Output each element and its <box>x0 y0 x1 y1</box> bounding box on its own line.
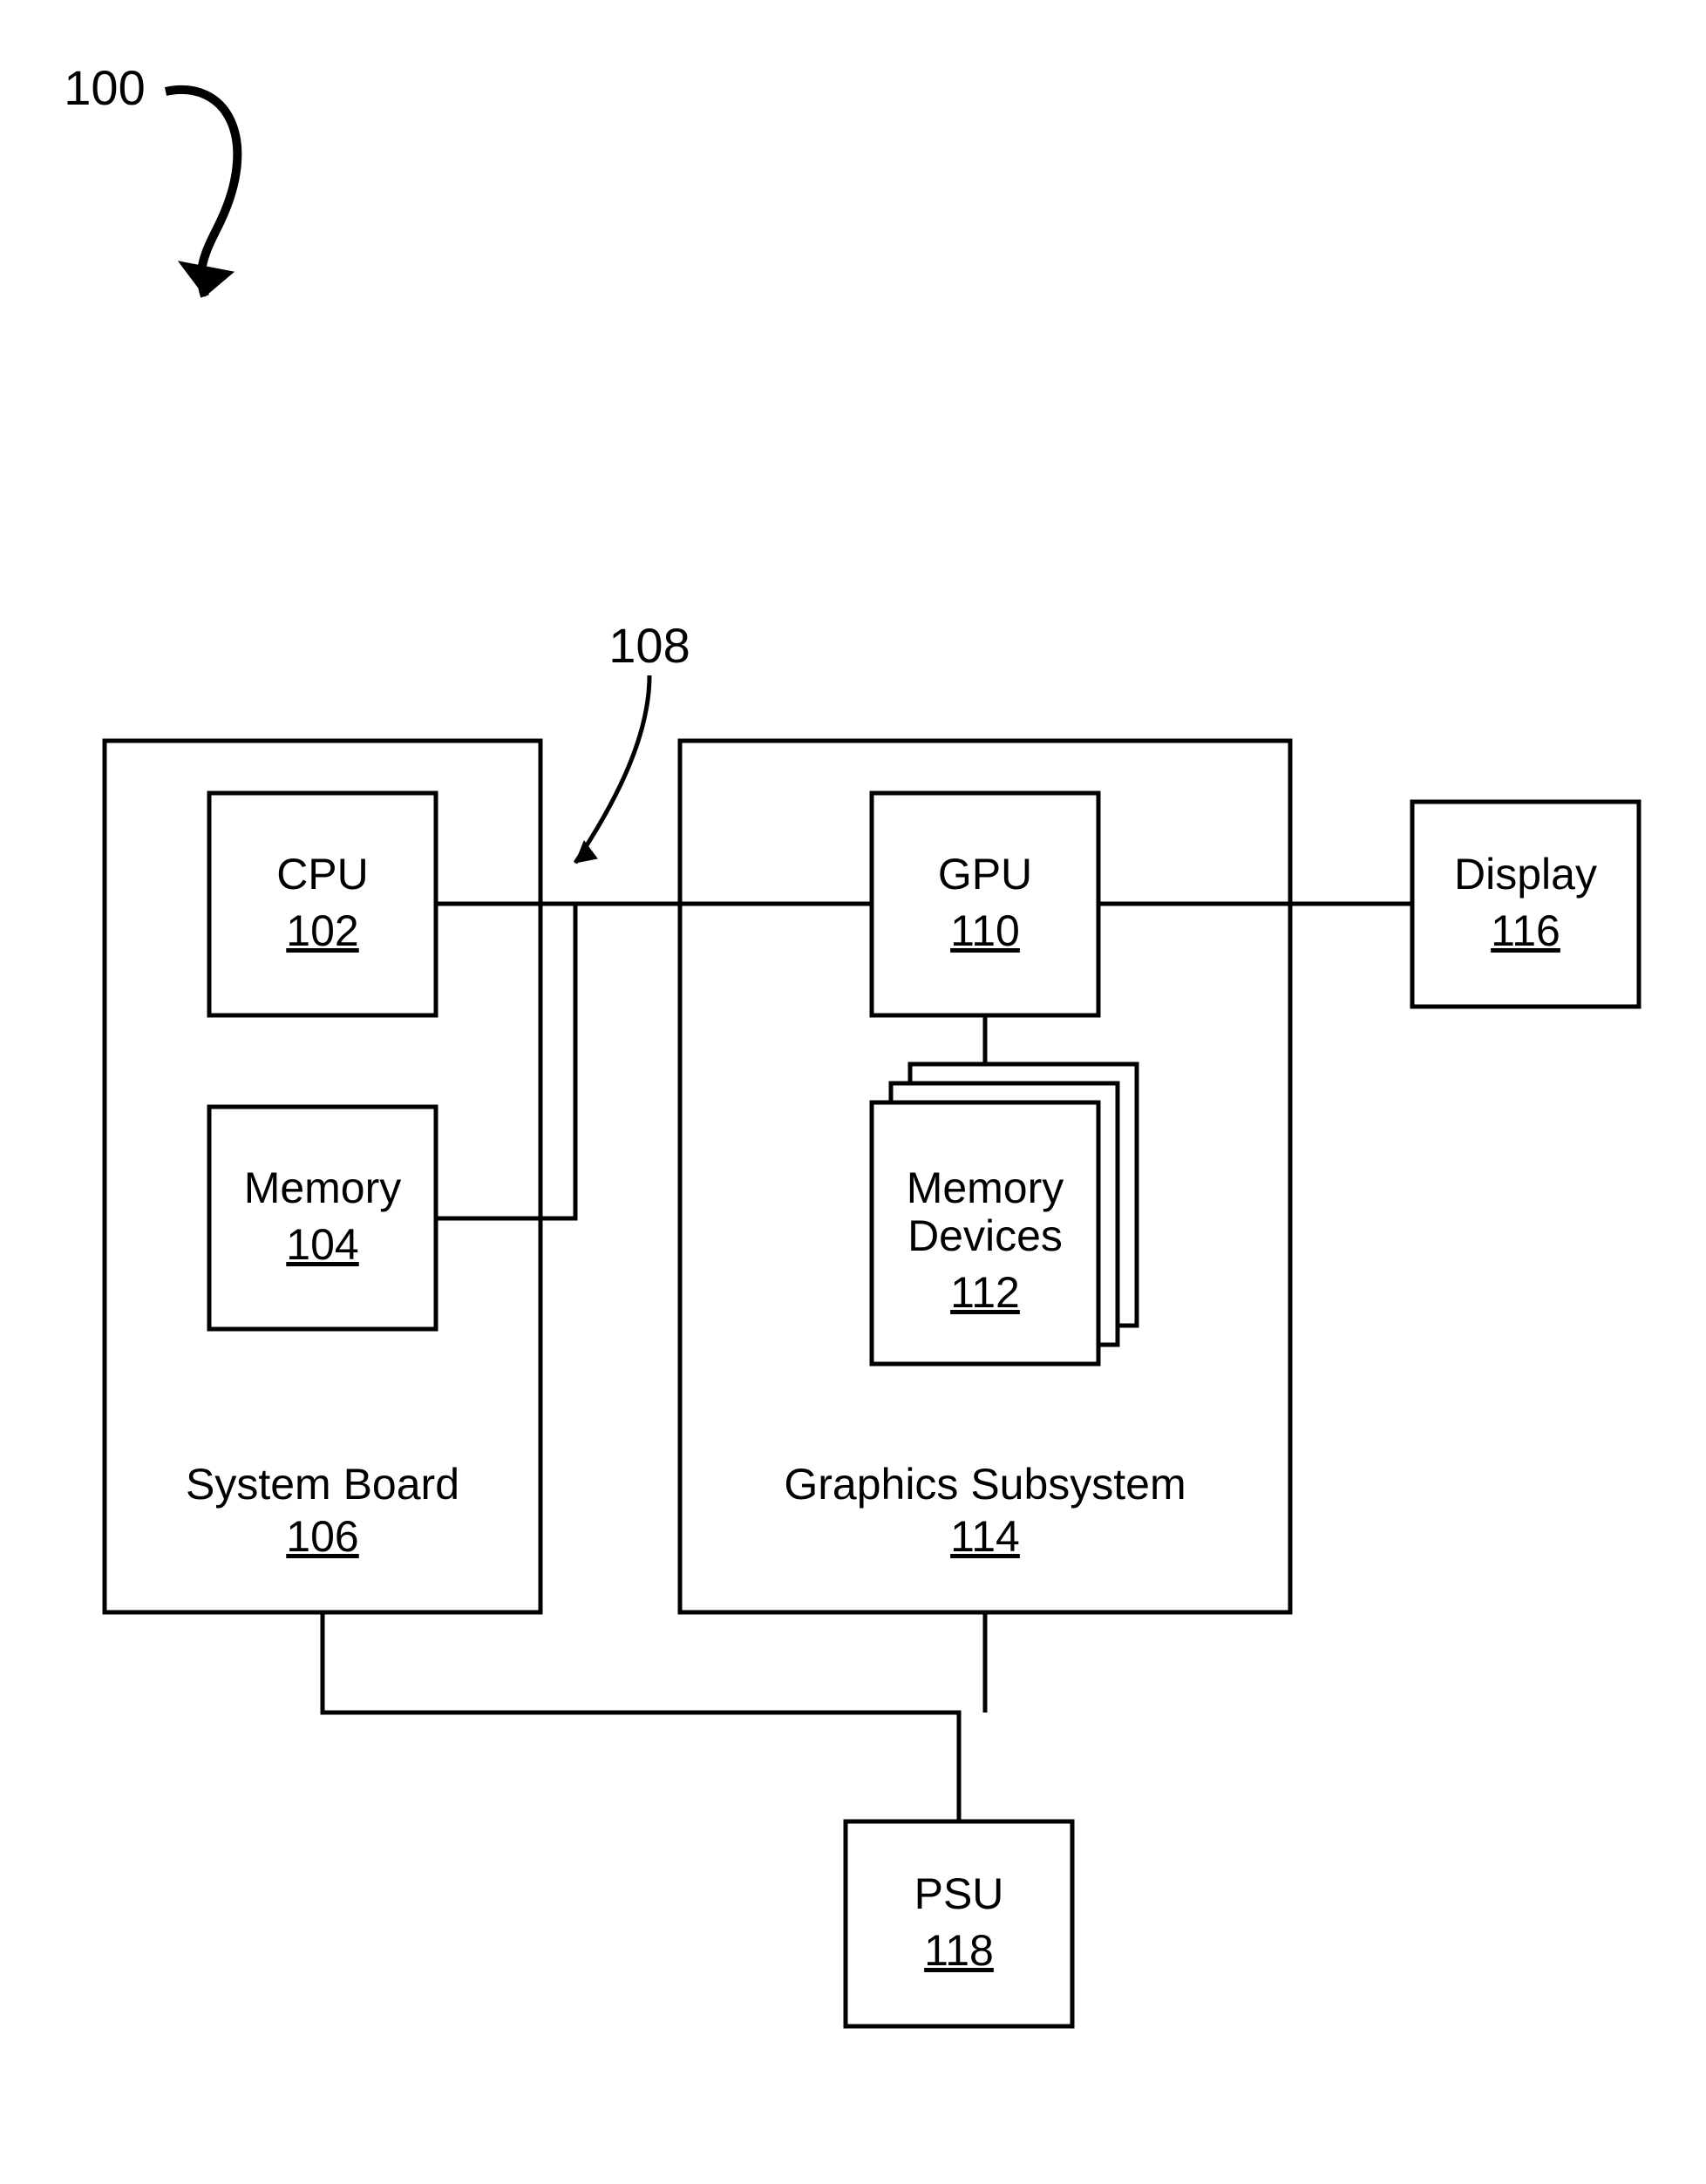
display-ref: 116 <box>1491 906 1560 955</box>
gpu-label: GPU <box>938 850 1032 899</box>
psu-ref: 118 <box>924 1926 994 1975</box>
figure-ref-label: 100 <box>64 60 145 115</box>
callout-108-arrow <box>575 675 649 863</box>
figure-ref-arrow <box>166 90 237 296</box>
memory-node <box>209 1107 436 1329</box>
memory-ref: 104 <box>286 1220 358 1269</box>
figure-ref-arrowhead <box>179 261 234 296</box>
cpu-ref: 102 <box>286 906 358 955</box>
system-board-label: System Board <box>186 1460 459 1509</box>
cpu-label: CPU <box>276 850 369 899</box>
psu-label: PSU <box>914 1869 1004 1918</box>
gpu-node <box>872 793 1098 1015</box>
system-board-ref: 106 <box>286 1512 358 1561</box>
cpu-node <box>209 793 436 1015</box>
graphics-subsystem-ref: 114 <box>950 1512 1020 1561</box>
graphics-subsystem-label: Graphics Subsystem <box>784 1460 1186 1509</box>
memory-devices-ref: 112 <box>950 1268 1020 1317</box>
psu-node <box>846 1821 1072 2026</box>
callout-108-label: 108 <box>608 618 690 673</box>
display-label: Display <box>1454 850 1597 899</box>
block-diagram: 100 108 System Board 106 Graphics Subsys… <box>0 0 1706 2184</box>
gpu-ref: 110 <box>950 906 1020 955</box>
edge-psu-bus <box>323 1612 959 1821</box>
memory-label: Memory <box>244 1163 402 1212</box>
memory-devices-label-2: Devices <box>907 1211 1063 1260</box>
callout-108-arrowhead <box>575 841 597 863</box>
memory-devices-label-1: Memory <box>907 1163 1064 1212</box>
display-node <box>1412 802 1639 1007</box>
